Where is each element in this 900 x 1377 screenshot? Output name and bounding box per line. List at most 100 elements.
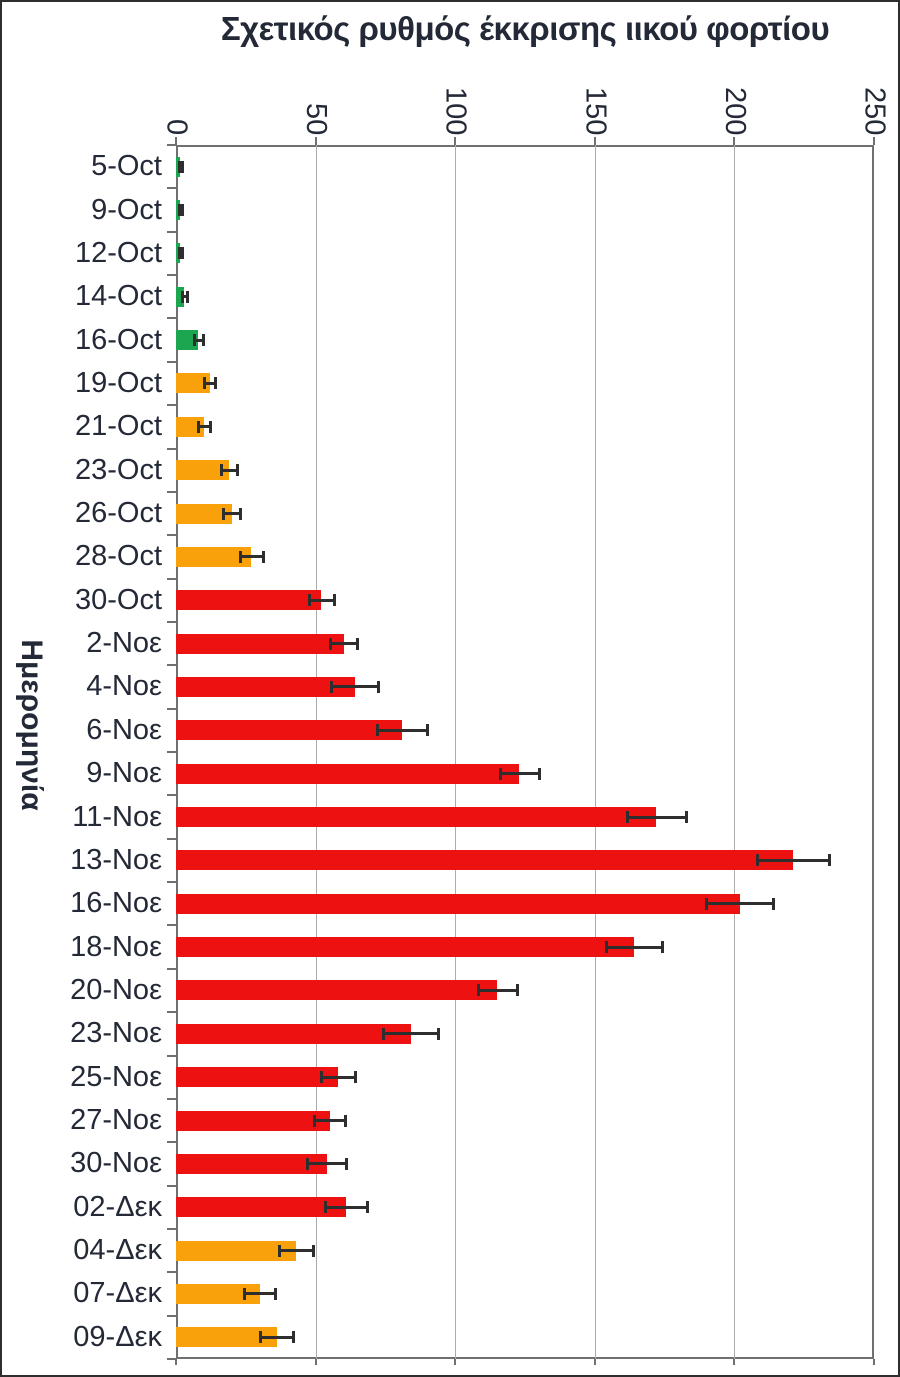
error-bar-cap-right [180, 247, 184, 260]
error-bar-cap-right [332, 594, 336, 607]
bar [176, 1023, 411, 1044]
bar [176, 980, 498, 1001]
error-bar-cap-left [307, 594, 311, 607]
error-bar-cap-right [356, 637, 360, 650]
y-tick-mark [167, 274, 176, 277]
error-bar-line [220, 468, 238, 472]
error-bar-cap-right [828, 854, 832, 867]
error-bar-cap-right [311, 1244, 315, 1257]
error-bar-cap-left [177, 247, 181, 260]
error-bar-cap-right [437, 1027, 441, 1040]
error-bar-cap-left [498, 767, 502, 780]
error-bar-cap-left [243, 1287, 247, 1300]
x-tick-mark-top [314, 137, 317, 145]
error-bar-cap-left [258, 1331, 262, 1344]
bar [176, 937, 634, 958]
error-bar-cap-left [202, 377, 206, 390]
error-bar-cap-left [222, 507, 226, 520]
x-tick-mark-bottom [314, 1359, 317, 1365]
error-bar-cap-left [329, 680, 333, 693]
error-bar-cap-left [239, 550, 243, 563]
y-tick-mark [167, 1097, 176, 1100]
error-bar-line [259, 1335, 294, 1339]
error-bar-line [382, 1032, 439, 1036]
error-bar-line [477, 988, 517, 992]
y-tick-mark [167, 144, 176, 146]
bar [176, 546, 252, 567]
error-bar-cap-right [366, 1201, 370, 1214]
plot-frame [176, 145, 874, 1359]
y-tick-mark [167, 620, 176, 623]
error-bar-line [244, 1292, 276, 1296]
error-bar-line [308, 598, 334, 602]
category-label: 23-Oct [74, 453, 162, 486]
bar [176, 503, 232, 524]
category-label: 28-Oct [74, 540, 162, 573]
category-label: 18-Νοε [70, 930, 162, 963]
bar [176, 590, 322, 611]
bar [176, 1197, 347, 1218]
x-tick-label: 50 [300, 102, 333, 135]
error-bar-cap-right [377, 680, 381, 693]
category-label: 9-Oct [91, 193, 162, 226]
bar [176, 460, 230, 481]
y-tick-mark [167, 360, 176, 363]
category-label: 04-Δεκ [73, 1234, 162, 1267]
error-bar-cap-right [261, 550, 265, 563]
bar [176, 720, 403, 741]
x-tick-mark-top [873, 137, 875, 145]
category-label: 16-Oct [74, 323, 162, 356]
error-bar-line [203, 381, 216, 385]
category-label: 12-Oct [74, 236, 162, 269]
y-axis-title: Ημερομηνία [15, 639, 48, 811]
x-tick-mark-bottom [454, 1359, 457, 1365]
x-tick-label: 250 [858, 86, 891, 135]
error-bar-line [240, 555, 263, 559]
bar [176, 1327, 277, 1348]
error-bar-cap-right [660, 941, 664, 954]
error-bar-cap-right [214, 377, 218, 390]
error-bar-cap-left [180, 290, 184, 303]
error-bar-cap-right [343, 1114, 347, 1127]
error-bar-cap-right [239, 507, 243, 520]
error-bar-line [181, 295, 188, 299]
category-label: 4-Νοε [86, 670, 162, 703]
error-bar-line [499, 772, 539, 776]
error-bar-cap-left [197, 420, 201, 433]
error-bar-line [314, 1119, 345, 1123]
error-bar-cap-left [313, 1114, 317, 1127]
error-bar-line [605, 945, 662, 949]
error-bar-cap-right [208, 420, 212, 433]
error-bar-line [321, 1075, 355, 1079]
y-tick-mark [167, 1271, 176, 1274]
bar [176, 807, 657, 828]
error-bar-cap-right [345, 1157, 349, 1170]
bar [176, 1240, 297, 1261]
error-bar-cap-right [186, 290, 190, 303]
error-bar-cap-right [274, 1287, 278, 1300]
y-tick-mark [167, 837, 176, 840]
category-label: 30-Oct [74, 583, 162, 616]
error-bar-cap-left [177, 160, 181, 173]
error-bar-line [756, 858, 830, 862]
x-tick-mark-top [733, 137, 736, 145]
category-label: 9-Νοε [86, 757, 162, 790]
error-bar-line [626, 815, 686, 819]
error-bar-cap-right [180, 204, 184, 217]
error-bar-cap-left [278, 1244, 282, 1257]
x-tick-mark-bottom [175, 1359, 177, 1365]
y-tick-mark [167, 1054, 176, 1057]
gridline [315, 145, 317, 1359]
bar [176, 1067, 338, 1088]
error-bar-cap-left [476, 984, 480, 997]
x-tick-mark-bottom [873, 1359, 875, 1365]
y-tick-mark [167, 1184, 176, 1187]
category-label: 26-Oct [74, 497, 162, 530]
y-tick-mark [167, 404, 176, 407]
error-bar-line [279, 1249, 313, 1253]
bar [176, 676, 355, 697]
bar [176, 416, 204, 437]
y-tick-mark [167, 187, 176, 190]
